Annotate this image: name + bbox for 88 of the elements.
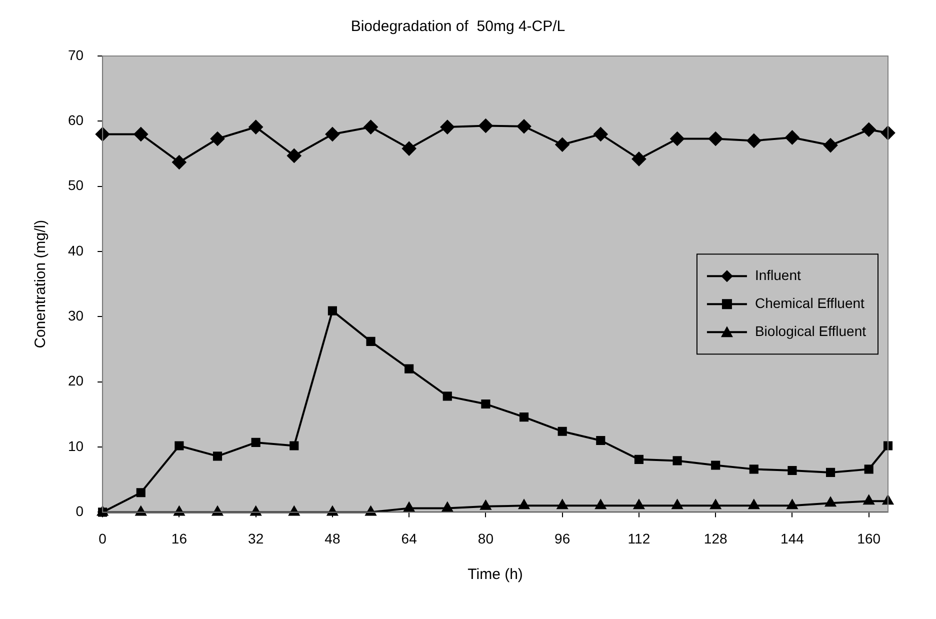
point [212, 506, 223, 516]
point [440, 120, 454, 134]
point [290, 441, 299, 450]
point [210, 132, 225, 146]
point [862, 122, 876, 137]
point [481, 399, 490, 409]
point [365, 506, 376, 516]
point [480, 500, 492, 510]
point [364, 120, 378, 134]
point [288, 506, 300, 516]
point [287, 148, 302, 163]
point [328, 306, 337, 316]
point [478, 118, 493, 133]
y-tick-label: 60 [68, 112, 84, 128]
point [558, 426, 567, 436]
point [825, 497, 836, 507]
point [251, 438, 260, 447]
point [824, 138, 838, 152]
x-tick-label: 112 [628, 530, 650, 546]
point [711, 460, 720, 470]
point [174, 441, 184, 450]
point [746, 134, 761, 148]
point [212, 452, 222, 461]
point [136, 488, 146, 498]
y-tick-label: 40 [68, 242, 84, 258]
point [826, 468, 836, 477]
point [250, 506, 262, 516]
point [404, 502, 414, 512]
x-tick-label: 16 [171, 530, 188, 546]
point [672, 500, 683, 510]
point [557, 500, 568, 510]
legend-label: Biological Effluent [754, 322, 866, 339]
point [634, 500, 644, 510]
x-tick-label: 144 [780, 530, 804, 546]
legend-label: Influent [754, 266, 801, 283]
y-tick-label: 30 [68, 308, 84, 324]
point [172, 155, 186, 170]
point [248, 120, 263, 134]
x-tick-label: 80 [478, 530, 494, 546]
x-tick-label: 32 [248, 530, 264, 546]
x-tick-label: 96 [554, 530, 570, 546]
point [442, 502, 453, 512]
point [442, 392, 452, 401]
point [136, 506, 146, 516]
point [174, 506, 185, 516]
point [708, 132, 723, 146]
point [632, 152, 646, 166]
x-tick-label: 0 [98, 530, 107, 546]
x-tick-label: 128 [704, 530, 728, 546]
point [327, 506, 338, 516]
point [881, 126, 895, 140]
x-axis-title: Time (h) [468, 566, 523, 584]
y-tick-label: 0 [76, 503, 84, 520]
x-tick-label: 64 [401, 530, 418, 546]
x-tick-label: 48 [324, 530, 340, 546]
point [325, 127, 340, 142]
point [594, 127, 608, 142]
y-tick-label: 50 [68, 177, 84, 194]
point [518, 500, 530, 510]
y-tick-label: 10 [68, 438, 84, 454]
point [555, 138, 570, 152]
point [596, 436, 606, 446]
y-axis-title: Conentration (mg/l) [32, 220, 50, 348]
point [519, 412, 529, 422]
point [786, 500, 798, 510]
point [134, 127, 148, 142]
point [864, 464, 874, 474]
point [96, 127, 110, 142]
point [785, 130, 800, 144]
point [402, 142, 416, 156]
x-tick-label: 160 [857, 530, 881, 546]
point [749, 464, 758, 474]
point [404, 364, 414, 374]
point [864, 495, 874, 505]
point [710, 500, 721, 510]
chart-title: Biodegradation of 50mg 4-CP/L [350, 18, 566, 36]
point [788, 466, 797, 476]
y-tick-label: 70 [68, 46, 84, 63]
point [883, 441, 893, 450]
point [595, 500, 606, 510]
point [517, 119, 532, 134]
legend-label: Chemical Effluent [754, 294, 865, 311]
y-tick-label: 20 [68, 372, 84, 389]
point [672, 456, 682, 466]
point [748, 500, 760, 510]
point [670, 132, 684, 146]
point [366, 336, 376, 346]
point [634, 454, 644, 464]
